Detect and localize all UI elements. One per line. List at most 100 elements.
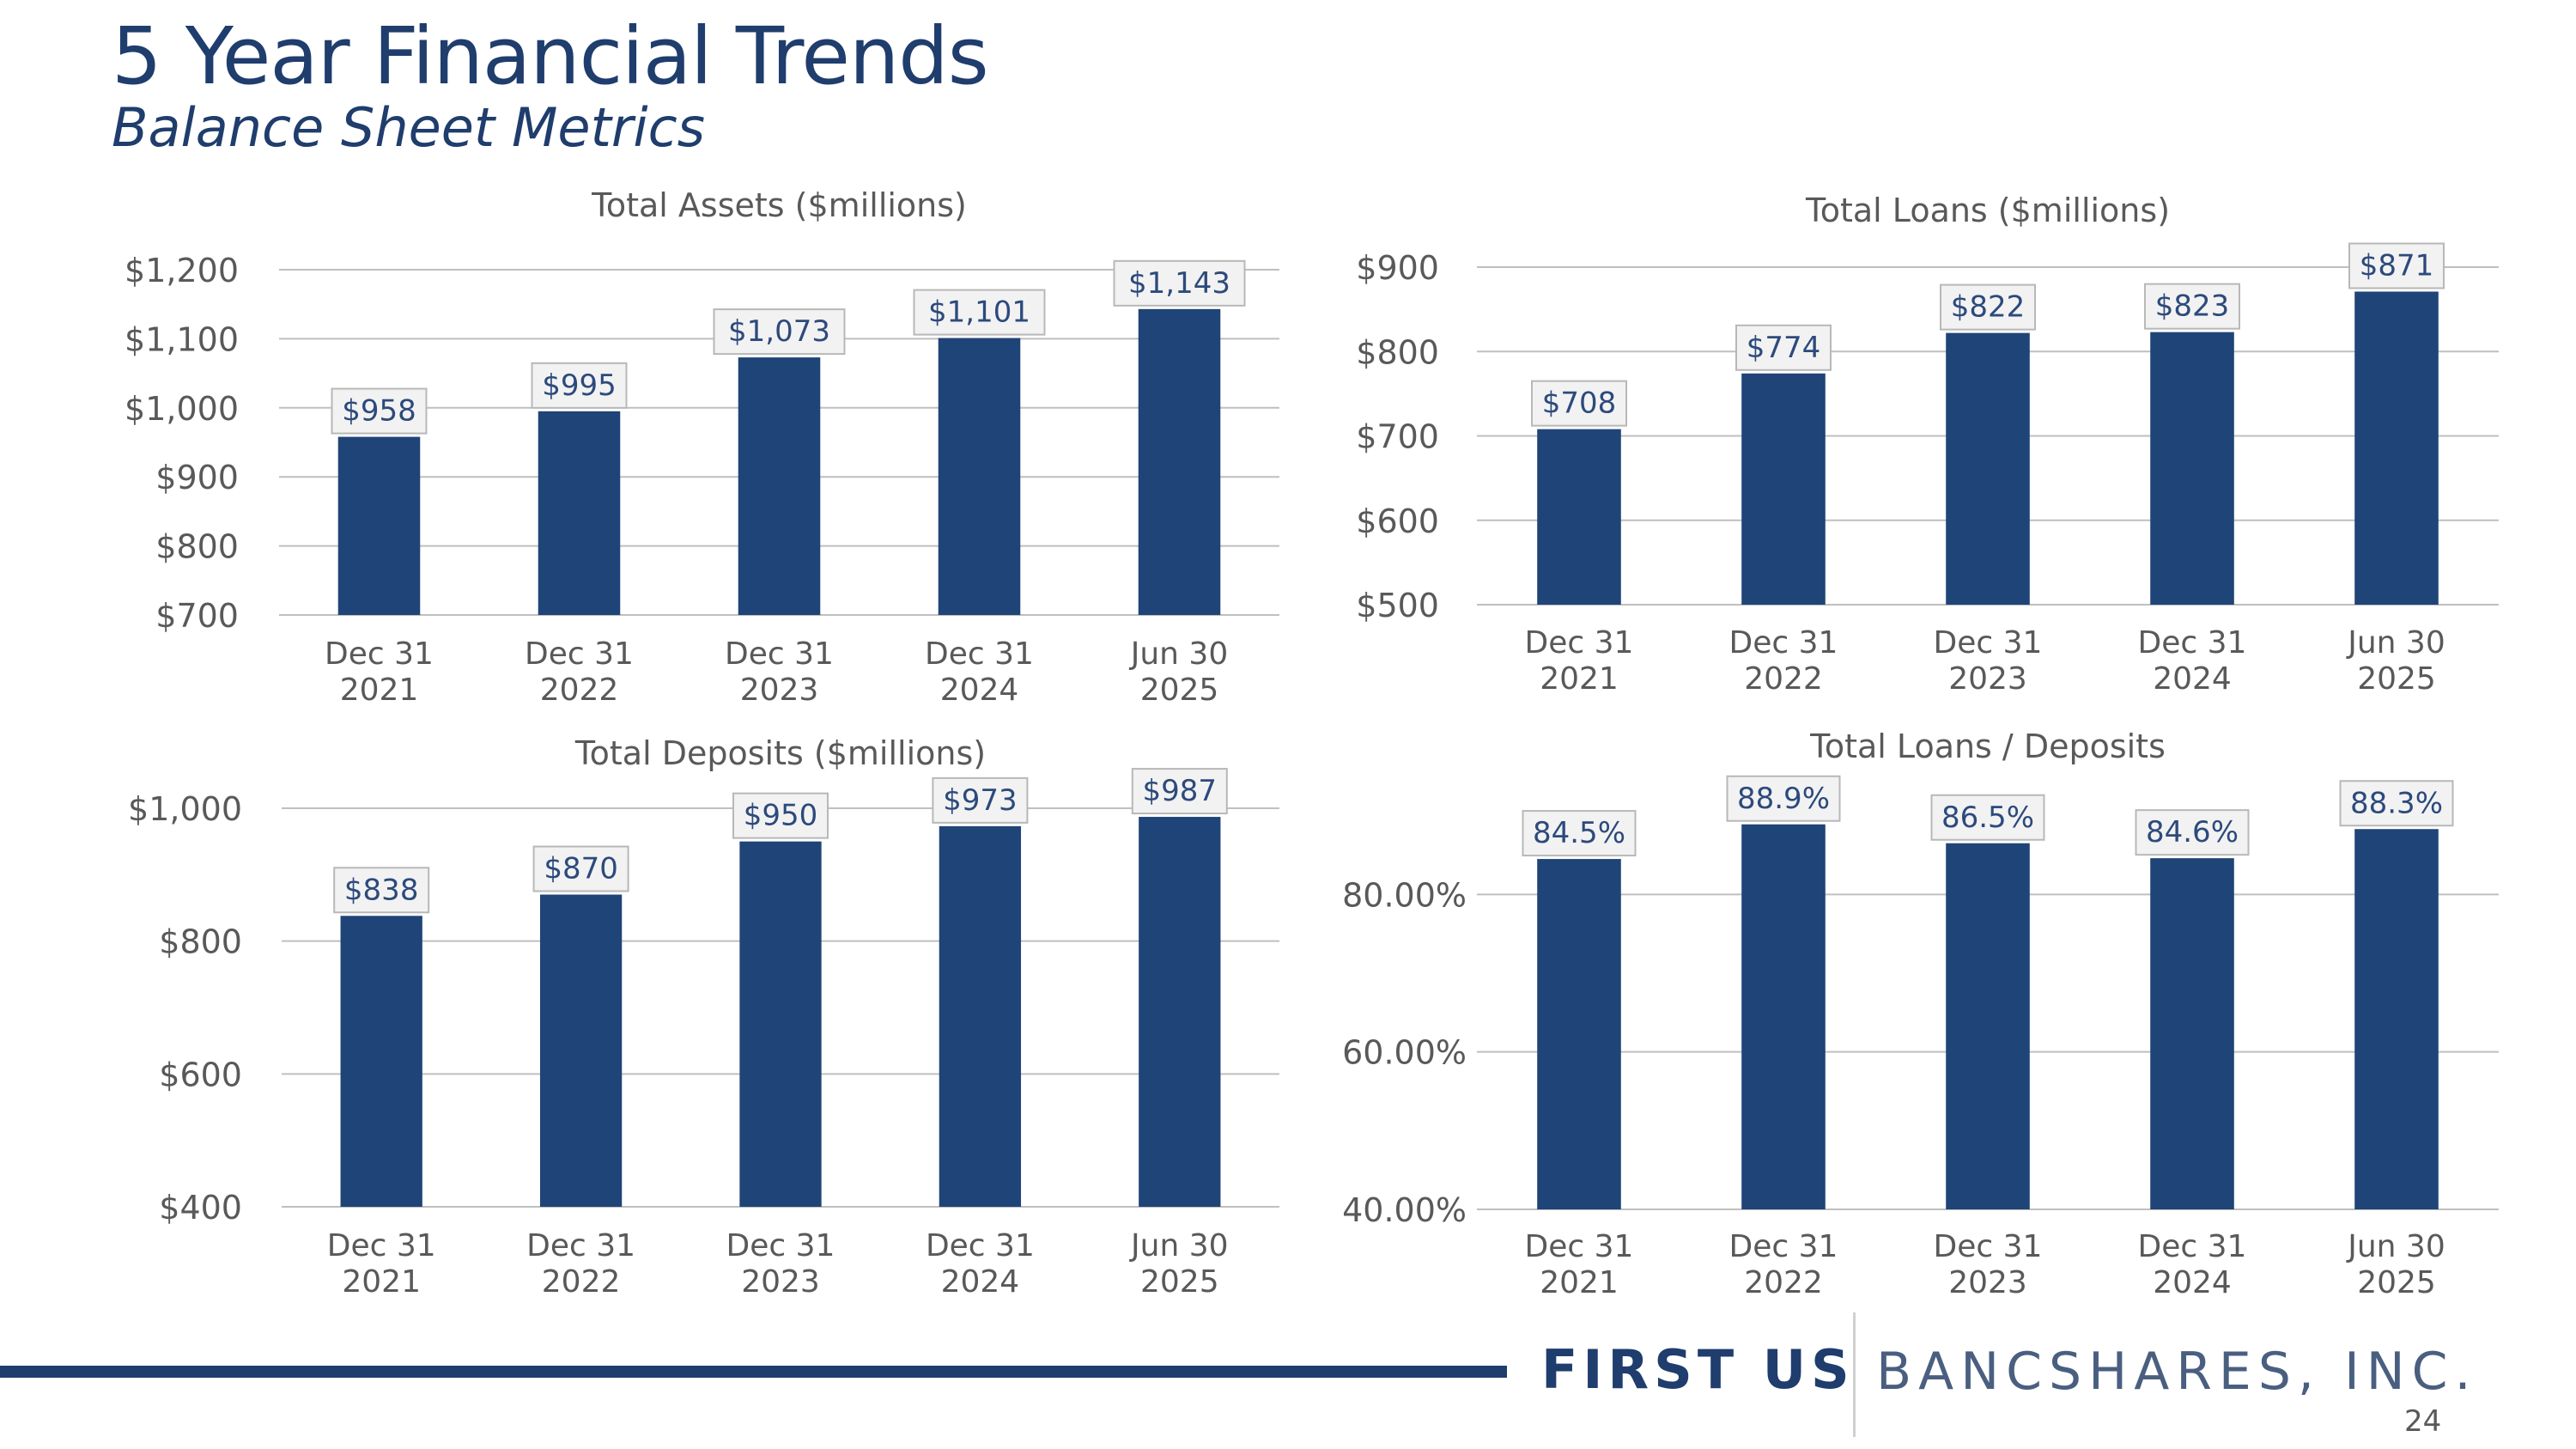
data-label: $950	[744, 799, 818, 833]
bar	[340, 916, 422, 1207]
y-tick-label: $800	[1356, 333, 1439, 371]
chart-loans-deposits: Total Loans / Deposits 40.00% 60.00% 80.00%…	[1342, 728, 2499, 1300]
x-tick-label: Jun 30	[2346, 1229, 2445, 1264]
y-tick-label: $700	[155, 597, 239, 635]
data-label: $995	[542, 368, 617, 403]
x-tick-label: 2023	[741, 1264, 820, 1300]
bar	[938, 338, 1021, 615]
x-tick-label: 2024	[941, 1264, 1020, 1300]
x-tick-label: 2022	[1744, 1265, 1823, 1300]
data-label-box	[1940, 283, 2036, 331]
y-tick-label: 80.00%	[1342, 876, 1467, 914]
x-tick-label: 2024	[2153, 1265, 2232, 1300]
data-label: 88.9%	[1737, 782, 1830, 816]
data-label: $987	[1143, 774, 1218, 808]
data-label-box	[532, 845, 629, 892]
chart-title: Total Loans / Deposits	[1809, 728, 2166, 765]
page-subtitle: Balance Sheet Metrics	[112, 96, 705, 159]
y-tick-label: $1,000	[128, 790, 242, 828]
x-tick-label: Dec 31	[725, 636, 834, 672]
y-tick-label: $800	[155, 528, 239, 566]
data-label: $1,073	[728, 314, 830, 349]
data-label-box	[1113, 259, 1246, 307]
bar	[1946, 332, 2030, 605]
x-tick-label: Dec 31	[1525, 625, 1634, 661]
data-label-box	[1131, 768, 1228, 815]
data-label: $822	[1951, 290, 2026, 325]
x-tick-label: 2021	[340, 673, 419, 708]
y-tick-label: $900	[155, 459, 239, 496]
x-tick-label: 2024	[2153, 661, 2232, 697]
chart-deposits: Total Deposits ($millions) $400 $600 $800 $1…	[128, 734, 1279, 1300]
brand-bancshares: BANCSHARES, INC.	[1876, 1342, 2478, 1402]
chart-title: Total Deposits ($millions)	[574, 734, 986, 772]
x-tick-label: Dec 31	[327, 1228, 436, 1263]
x-tick-label: Jun 30	[1129, 1228, 1229, 1263]
x-tick-label: Dec 31	[925, 636, 1034, 672]
x-tick-label: 2021	[1540, 1265, 1619, 1300]
data-label: $958	[342, 394, 416, 429]
y-tick-label: 40.00%	[1342, 1191, 1467, 1229]
bar	[1946, 843, 2030, 1209]
bar	[738, 357, 821, 615]
page-title: 5 Year Financial Trends	[112, 10, 989, 102]
x-tick-label: 2025	[2357, 1265, 2436, 1300]
data-label-box	[2339, 780, 2454, 827]
x-tick-label: 2024	[940, 673, 1019, 708]
y-tick-label: $1,000	[125, 390, 239, 428]
x-tick-label: Dec 31	[1934, 1229, 2043, 1264]
data-label: $871	[2360, 248, 2434, 283]
data-label-box	[732, 792, 829, 839]
data-label: 84.5%	[1533, 816, 1625, 850]
bar	[739, 841, 822, 1207]
x-tick-label: Dec 31	[2138, 1229, 2247, 1264]
y-tick-label: $600	[159, 1056, 242, 1093]
x-tick-label: Dec 31	[926, 1228, 1035, 1263]
x-tick-label: Dec 31	[526, 1228, 635, 1263]
x-tick-label: 2025	[1140, 673, 1219, 708]
y-tick-label: $600	[1356, 502, 1439, 540]
data-label-box	[333, 867, 430, 914]
x-tick-label: Dec 31	[1934, 625, 2043, 661]
data-label: $1,101	[928, 295, 1030, 330]
data-label-box	[2135, 809, 2250, 856]
x-tick-label: Dec 31	[325, 636, 434, 672]
bar	[1139, 817, 1221, 1207]
x-tick-label: Dec 31	[2138, 625, 2247, 661]
y-tick-label: 60.00%	[1342, 1034, 1467, 1072]
x-tick-label: 2023	[740, 673, 819, 708]
footer-bar	[0, 1366, 1507, 1378]
bar	[1138, 308, 1221, 615]
data-label-box	[331, 387, 428, 435]
x-tick-label: 2022	[542, 1264, 621, 1300]
y-tick-label: $700	[1356, 418, 1439, 456]
x-tick-label: 2023	[1948, 1265, 2027, 1300]
data-label-box	[1726, 775, 1841, 822]
y-tick-label: $500	[1356, 587, 1439, 624]
x-tick-label: 2022	[1744, 661, 1823, 697]
brand-first-us: FIRST US	[1541, 1338, 1855, 1401]
data-label-box	[2348, 242, 2445, 289]
bar	[2150, 332, 2234, 605]
bar	[2150, 858, 2234, 1209]
data-label-box	[2144, 283, 2240, 330]
x-tick-label: Jun 30	[1129, 636, 1229, 672]
data-label: 86.5%	[1941, 801, 2034, 835]
x-tick-label: 2025	[1140, 1264, 1219, 1300]
data-label: $1,143	[1128, 266, 1230, 301]
bar	[539, 894, 623, 1207]
data-label-box	[1930, 794, 2045, 841]
data-label-box	[1531, 380, 1627, 427]
y-tick-label: $800	[159, 923, 242, 961]
bar	[1741, 373, 1826, 605]
chart-title: Total Assets ($millions)	[591, 186, 967, 224]
data-label: $774	[1747, 331, 1821, 365]
bar	[2354, 829, 2439, 1209]
y-tick-label: $400	[159, 1189, 242, 1227]
y-tick-label: $1,100	[125, 320, 239, 358]
chart-loans: Total Loans ($millions) $500 $600 $700 $800 $…	[1356, 192, 2499, 697]
data-label-box	[713, 308, 846, 356]
chart-title: Total Loans ($millions)	[1805, 192, 2170, 229]
data-label: $870	[544, 852, 618, 886]
